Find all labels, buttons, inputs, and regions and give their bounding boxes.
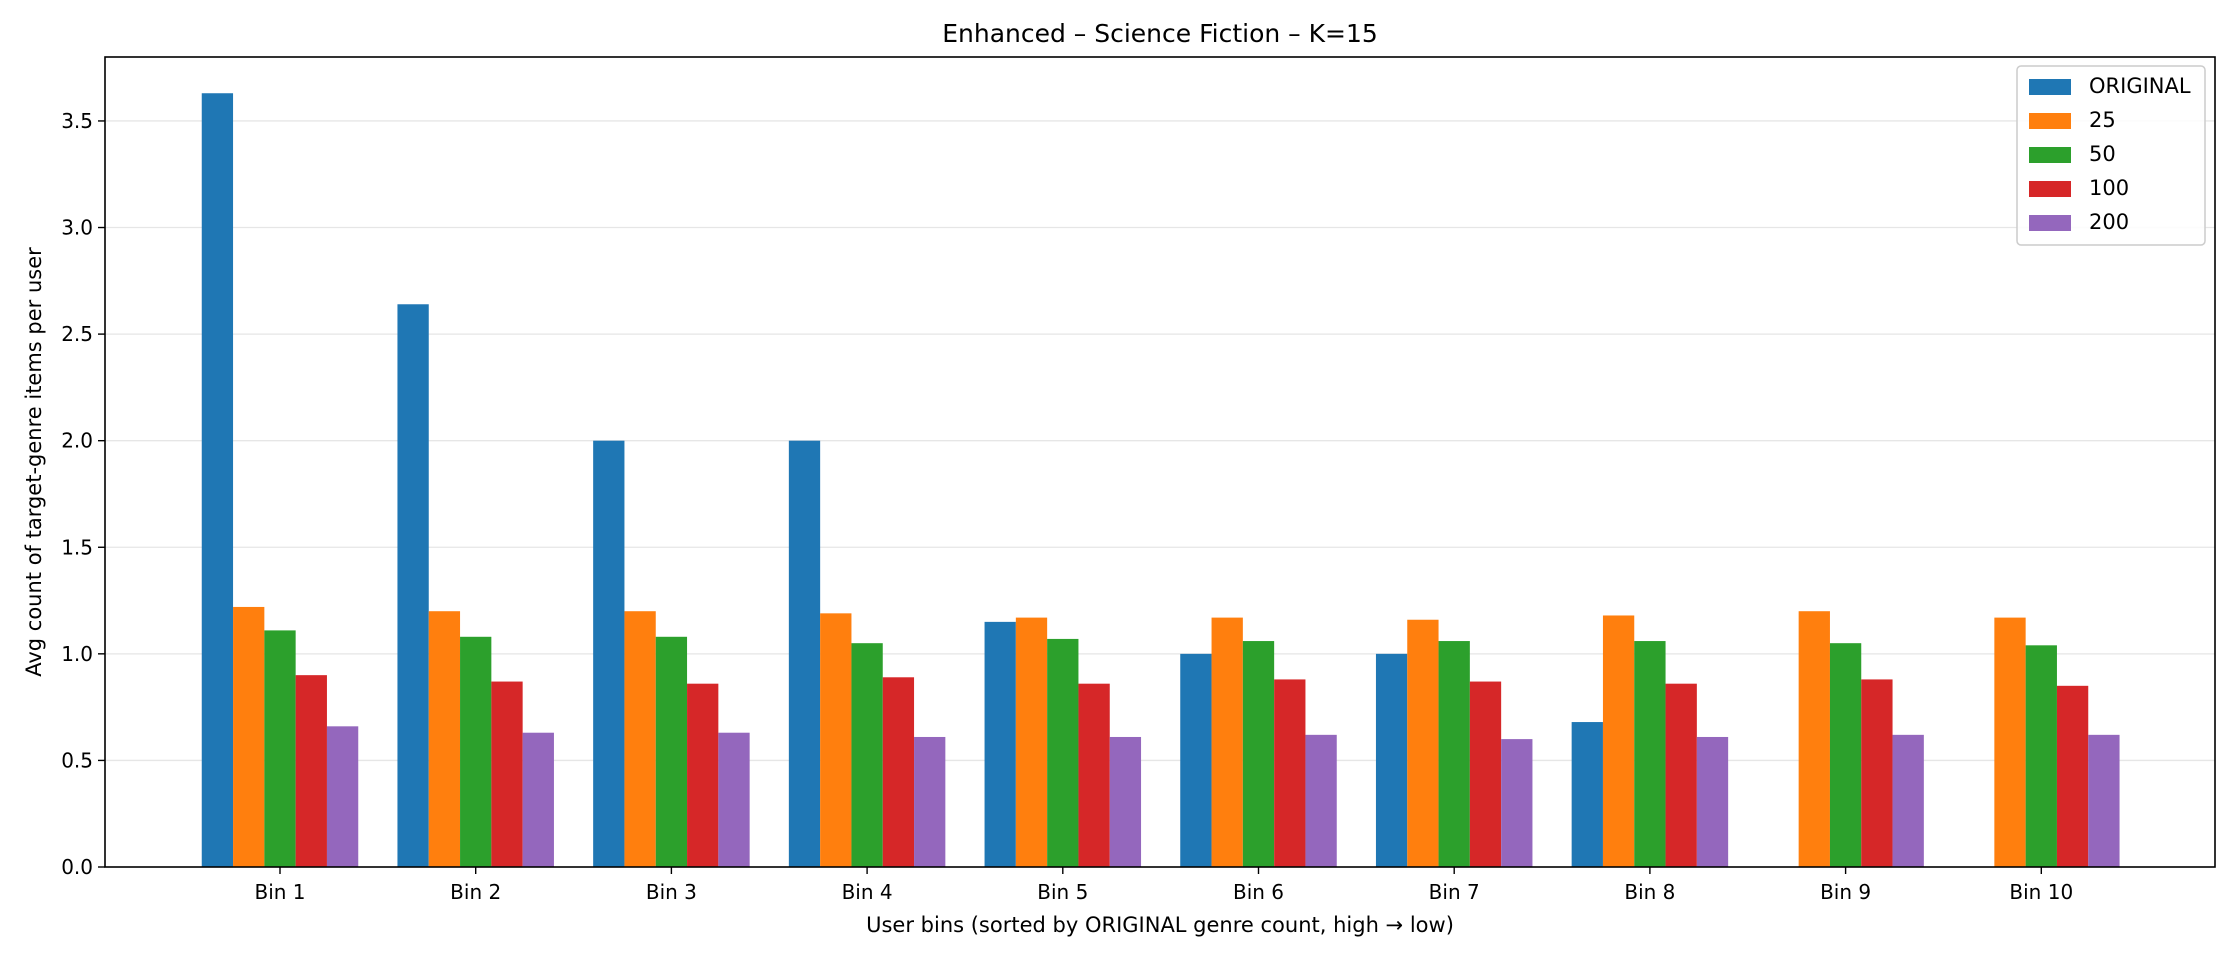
bar-100-7 [1469, 681, 1502, 867]
bar-200-3 [718, 732, 750, 867]
x-axis-label: User bins (sorted by ORIGINAL genre coun… [866, 913, 1454, 937]
x-axis: Bin 1 Bin 2 Bin 3 Bin 4 Bin 5 Bin 6 Bin 7 Bin 8… [254, 867, 2073, 904]
bar-25-5 [1015, 617, 1048, 867]
x-tick-label: Bin 2 [450, 880, 501, 904]
bar-original-7 [1375, 653, 1408, 867]
y-tick-label: 2.0 [61, 429, 93, 453]
legend-swatch-100 [2029, 181, 2071, 197]
bar-25-6 [1211, 617, 1243, 867]
y-tick-label: 1.5 [61, 535, 93, 559]
bar-50-9 [1829, 643, 1862, 867]
chart-title: Enhanced – Science Fiction – K=15 [942, 19, 1378, 48]
bar-100-4 [882, 677, 915, 867]
bar-200-5 [1109, 736, 1142, 867]
bar-200-10 [2088, 734, 2120, 867]
bar-original-1 [201, 93, 234, 868]
bar-50-8 [1634, 641, 1666, 867]
x-tick-label: Bin 1 [254, 880, 305, 904]
bar-100-10 [2056, 685, 2089, 867]
y-tick-label: 0.5 [61, 748, 93, 772]
bar-100-1 [295, 675, 327, 867]
x-tick-label: Bin 3 [646, 880, 697, 904]
bar-200-4 [914, 736, 946, 867]
bar-25-10 [1994, 617, 2026, 867]
bar-25-3 [624, 611, 656, 867]
bar-50-1 [264, 630, 296, 867]
bar-200-9 [1892, 734, 1924, 867]
bar-200-8 [1696, 736, 1729, 867]
bar-50-10 [2025, 645, 2057, 867]
bar-50-5 [1047, 638, 1079, 867]
bar-25-1 [233, 606, 265, 867]
legend-label: 50 [2089, 142, 2116, 166]
y-tick-label: 0.0 [61, 855, 93, 879]
plot-frame [104, 56, 2216, 868]
bar-200-2 [522, 732, 554, 867]
bar-100-5 [1078, 683, 1110, 867]
bar-original-2 [397, 304, 429, 867]
bar-25-2 [428, 611, 461, 867]
legend: ORIGINAL 25 50 100 200 [2016, 65, 2206, 246]
bar-original-4 [788, 440, 821, 867]
bar-50-7 [1438, 641, 1470, 867]
x-tick-label: Bin 4 [842, 880, 893, 904]
x-tick-label: Bin 8 [1624, 880, 1675, 904]
y-axis-label: Avg count of target-genre items per user [22, 247, 46, 677]
bar-50-3 [655, 636, 688, 867]
bar-25-7 [1407, 619, 1439, 867]
bars [201, 93, 2120, 868]
y-tick-label: 1.0 [61, 642, 93, 666]
legend-swatch-25 [2029, 113, 2071, 129]
bar-200-1 [326, 726, 359, 867]
y-tick-label: 3.5 [61, 109, 93, 133]
legend-swatch-50 [2029, 147, 2071, 163]
legend-swatch-original [2029, 79, 2071, 95]
x-tick-label: Bin 6 [1233, 880, 1284, 904]
legend-label: ORIGINAL [2089, 74, 2191, 98]
x-tick-label: Bin 5 [1037, 880, 1088, 904]
bar-original-5 [984, 621, 1016, 867]
bar-original-6 [1180, 653, 1212, 867]
bar-25-9 [1798, 611, 1830, 867]
bar-200-6 [1305, 734, 1337, 867]
bar-100-6 [1274, 679, 1306, 867]
bar-200-7 [1501, 739, 1533, 867]
legend-label: 25 [2089, 108, 2116, 132]
legend-label: 100 [2089, 176, 2129, 200]
bar-100-2 [491, 681, 523, 867]
bar-50-6 [1242, 641, 1275, 867]
bar-original-8 [1571, 722, 1603, 867]
bar-50-4 [851, 643, 883, 867]
bar-original-3 [593, 440, 625, 867]
bar-100-3 [687, 683, 719, 867]
y-tick-label: 2.5 [61, 322, 93, 346]
x-tick-label: Bin 10 [2009, 880, 2073, 904]
bar-25-4 [820, 613, 852, 867]
legend-label: 200 [2089, 210, 2129, 234]
x-tick-label: Bin 7 [1429, 880, 1480, 904]
y-axis: 0.0 0.5 1.0 1.5 2.0 2.5 3.0 3.5 [61, 109, 105, 879]
x-tick-label: Bin 9 [1820, 880, 1871, 904]
bar-100-8 [1665, 683, 1697, 867]
legend-swatch-200 [2029, 215, 2071, 231]
bar-25-8 [1602, 615, 1635, 867]
y-tick-label: 3.0 [61, 216, 93, 240]
legend-frame [2016, 65, 2206, 246]
bar-50-2 [460, 636, 492, 867]
bar-100-9 [1861, 679, 1893, 867]
